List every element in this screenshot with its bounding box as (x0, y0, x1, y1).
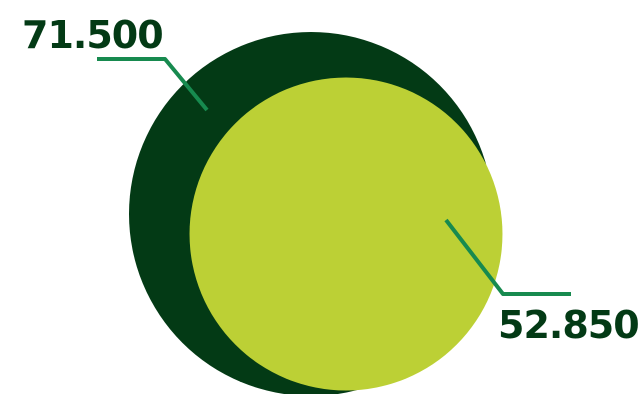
outer-value-label: 71.500 (22, 13, 163, 57)
outer-leader-line (97, 57, 209, 112)
inner-circle (189, 77, 503, 391)
inner-value-label: 52.850 (498, 303, 639, 347)
inner-leader-line (444, 218, 571, 296)
